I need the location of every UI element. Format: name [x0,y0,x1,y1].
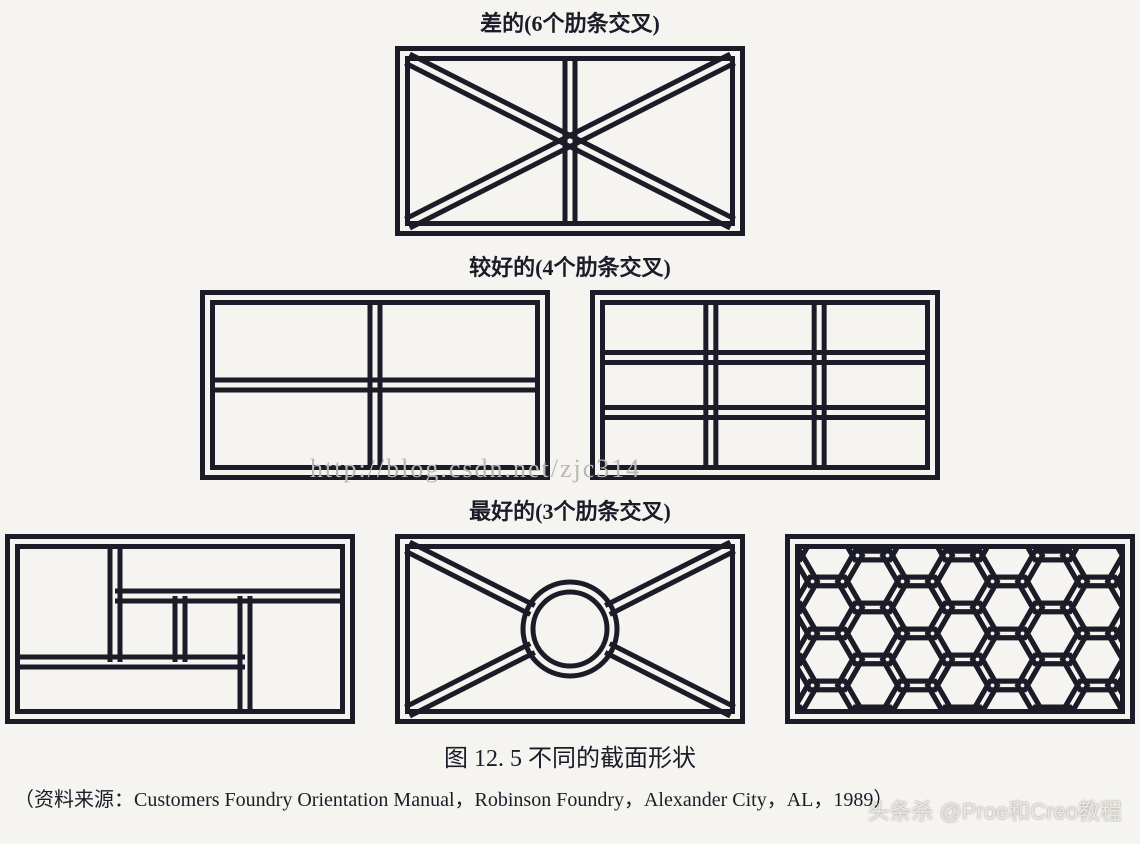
row-bad [0,46,1140,236]
section-title-bad: 差的(6个肋条交叉) [0,6,1140,38]
page: 差的(6个肋条交叉) 较好的(4个肋条交叉) 最好的(3个肋条交叉) 图 12.… [0,6,1140,844]
diagram-best-hex [785,534,1135,724]
diagram-best-offset [5,534,355,724]
source-line: （资料来源：Customers Foundry Orientation Manu… [14,783,1126,812]
diagram-better-2x2 [200,290,550,480]
section-title-best: 最好的(3个肋条交叉) [0,494,1140,526]
row-better [0,290,1140,480]
section-title-better: 较好的(4个肋条交叉) [0,250,1140,282]
diagram-better-3x3 [590,290,940,480]
diagram-best-circle [395,534,745,724]
figure-caption: 图 12. 5 不同的截面形状 [0,738,1140,773]
diagram-bad-x [395,46,745,236]
row-best [0,534,1140,724]
